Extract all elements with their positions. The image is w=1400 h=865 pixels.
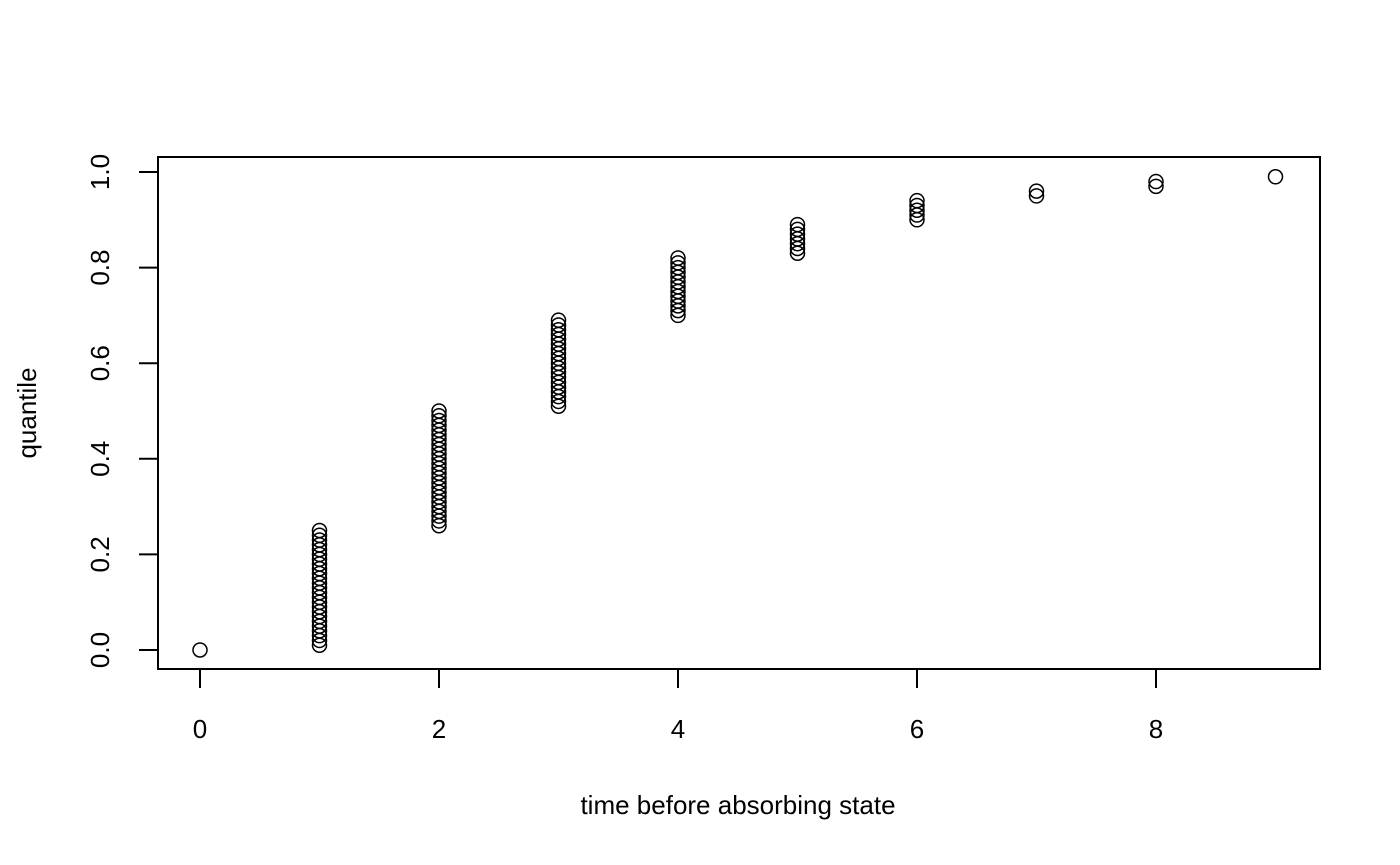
data-point [670,259,686,276]
data-point [670,250,686,266]
y-tick-label: 0.6 [85,345,115,381]
data-point [1148,173,1164,190]
data-point [311,522,328,539]
x-tick-label: 0 [193,714,207,744]
y-tick-label: 0.0 [85,632,115,668]
y-tick-label: 1.0 [85,154,115,190]
y-tick-label: 0.4 [85,441,115,477]
x-tick-label: 8 [1149,714,1163,744]
x-axis-label: time before absorbing state [580,790,895,820]
data-point [550,317,567,333]
data-points [192,169,1284,658]
data-point [311,532,328,548]
x-tick-label: 4 [671,714,685,744]
y-tick-label: 0.8 [85,250,115,286]
data-point [789,216,806,233]
data-point [311,527,328,544]
data-point [789,226,806,242]
data-point [670,255,686,271]
data-point [909,192,925,209]
data-point [192,642,208,658]
x-tick-label: 6 [910,714,924,744]
x-axis: 0 2 4 6 8 [193,668,1163,744]
x-tick-label: 2 [432,714,446,744]
data-point [431,403,447,419]
y-axis: 0.0 0.2 0.4 0.6 0.8 1.0 [85,154,159,668]
data-point [909,197,925,214]
data-point [550,312,567,328]
data-point [1028,183,1045,199]
data-point [1028,188,1045,204]
data-point [550,321,567,338]
y-tick-label: 0.2 [85,536,115,572]
data-point [431,412,447,429]
plot-frame [157,156,1321,670]
data-point [789,221,806,238]
data-point [431,408,447,424]
data-point [1267,169,1284,185]
data-point [909,202,925,218]
y-axis-label: quantile [12,367,42,458]
data-point [1148,178,1164,195]
